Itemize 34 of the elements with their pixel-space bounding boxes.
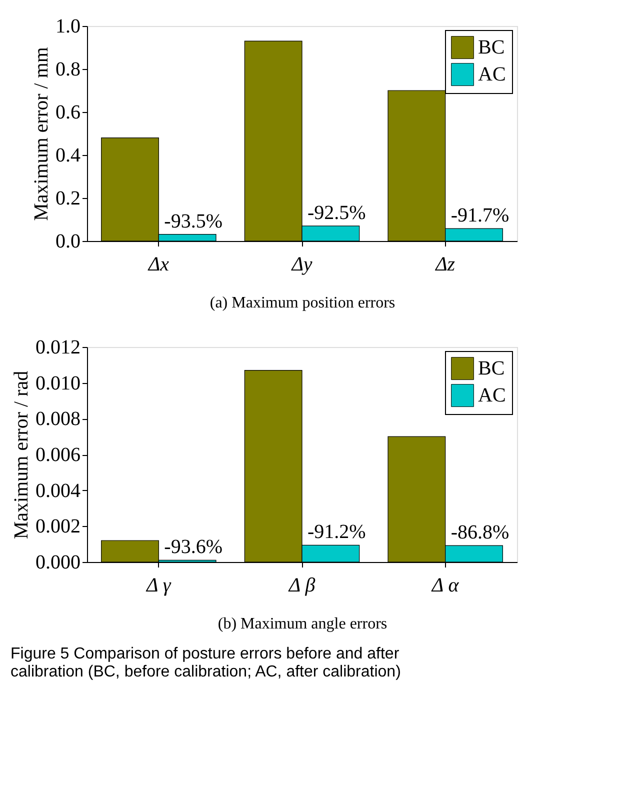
x-tick-label: Δy [290,254,312,276]
legend-label: BC [478,358,505,380]
x-axis-title: (a) Maximum position errors [210,294,396,312]
x-tick-label: Δ α [430,574,460,596]
annotation: -91.7% [450,204,510,227]
y-tick-label: 0.000 [36,552,80,574]
x-tick-label: Δz [434,254,456,276]
annotation: -92.5% [308,202,366,224]
y-tick-label: 0.010 [36,372,80,394]
legend-label: BC [478,36,505,58]
legend-label: AC [478,384,506,406]
x-axis-title: (b) Maximum angle errors [218,616,388,632]
y-tick-label: 0.8 [56,58,80,80]
y-axis-title: Maximum error / rad [10,370,32,540]
y-tick-label: 0.006 [36,444,80,466]
y-tick-label: 0.012 [36,336,80,358]
annotation: -93.6% [164,536,222,558]
y-tick-label: 1.0 [56,16,80,38]
y-tick-label: 0.6 [56,102,80,124]
annotation: -86.8% [450,522,510,544]
annotation: -93.5% [164,210,222,232]
x-tick-label: Δx [147,254,170,276]
y-tick-label: 0.0 [56,230,80,252]
x-tick-label: Δ β [288,574,316,596]
legend-label: AC [478,64,506,86]
annotation: -91.2% [308,521,366,544]
y-tick-label: 0.2 [56,188,80,210]
y-tick-label: 0.4 [56,144,80,166]
y-tick-label: 0.004 [36,480,80,502]
x-tick-label: Δ γ [146,574,172,596]
y-axis-title: Maximum error / mm [30,46,52,221]
y-tick-label: 0.008 [36,408,80,430]
caption: Figure 5 Comparison of posture errors before and after calibration (BC, before calibration; AC, after calibration) [10,646,401,680]
y-tick-label: 0.002 [36,516,80,538]
